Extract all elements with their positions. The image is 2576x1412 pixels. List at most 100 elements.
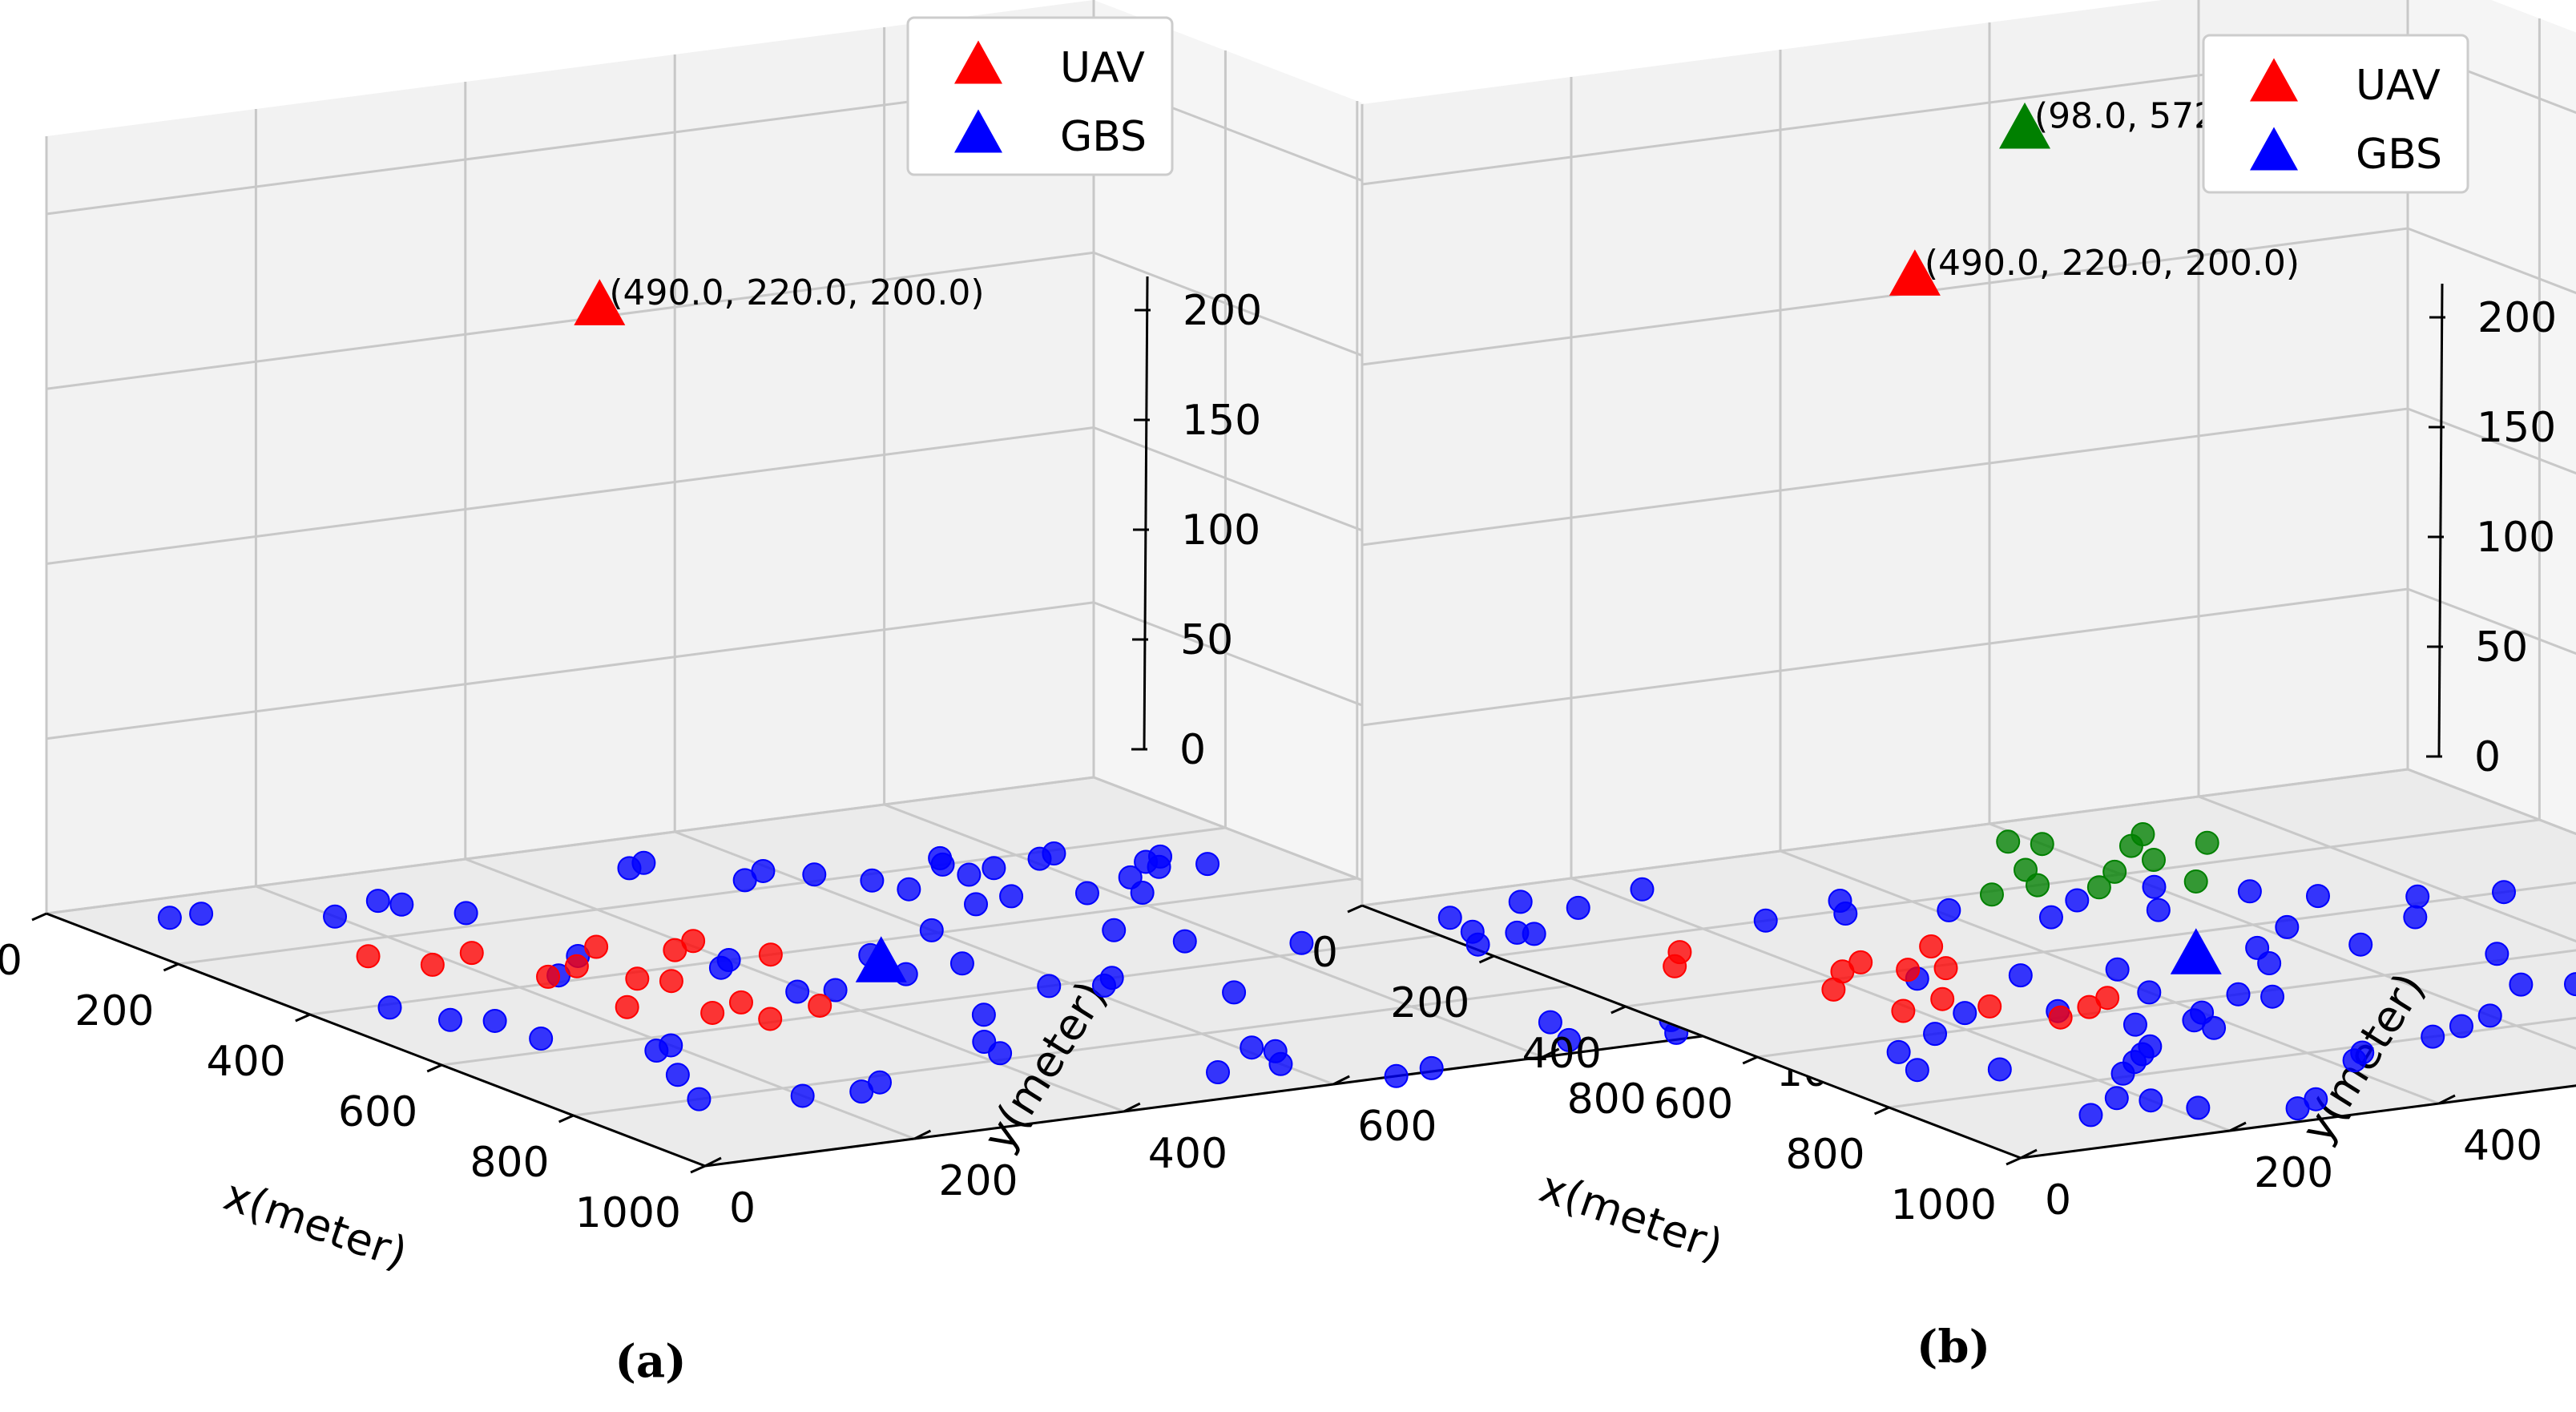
user-point (1821, 977, 1846, 1002)
uav-annotation: (490.0, 220.0, 200.0) (609, 272, 984, 313)
x-axis-line (46, 912, 706, 1168)
user-point (999, 884, 1024, 909)
x-tick-mark (295, 1013, 311, 1023)
uav-marker (1889, 249, 1941, 296)
y-tick-label: 400 (1148, 1130, 1228, 1178)
user-point (529, 1027, 554, 1051)
user-point (2342, 1048, 2367, 1073)
y-tick-label: 400 (2463, 1122, 2542, 1170)
user-point (584, 934, 609, 959)
left-pane (46, 0, 1094, 914)
user-point (1979, 882, 2004, 907)
x-tick-label: 200 (75, 987, 154, 1035)
left-pane (1362, 0, 2408, 906)
user-point (2141, 848, 2166, 873)
x-tick-label: 800 (1785, 1131, 1864, 1179)
z-tick-label: 150 (2477, 404, 2556, 452)
user-point (1091, 973, 1116, 998)
user-point (2275, 914, 2300, 939)
panel-caption: (a) (615, 1335, 686, 1388)
y-tick-label: 0 (2045, 1176, 2071, 1224)
user-point (2237, 879, 2262, 904)
user-point (1147, 854, 1171, 879)
user-point (482, 1008, 507, 1033)
user-point (323, 904, 348, 929)
user-point (2102, 859, 2127, 884)
user-point (2449, 1014, 2473, 1039)
user-point (2485, 942, 2509, 966)
user-point (617, 856, 642, 881)
user-point (1027, 846, 1052, 871)
back-pane (2408, 0, 2576, 834)
user-point (2142, 874, 2167, 899)
user-point (459, 941, 484, 966)
x-tick-mark (690, 1164, 706, 1174)
user-point (1222, 980, 1247, 1005)
x-tick-mark (1478, 954, 1495, 964)
user-point (860, 868, 885, 893)
user-point (849, 1079, 874, 1104)
grid-line-y (2198, 795, 2576, 943)
user-point (1663, 954, 1687, 978)
user-point (1896, 958, 1921, 982)
user-point (957, 862, 982, 887)
z-tick-label: 100 (2476, 514, 2555, 562)
user-point (1195, 852, 1220, 877)
grid-line-x (309, 877, 1357, 1016)
user-point (823, 978, 848, 1003)
user-point (1833, 902, 1858, 926)
user-point (437, 1007, 462, 1032)
user-point (2026, 873, 2050, 898)
user-point (1923, 1022, 1948, 1047)
user-point (1419, 1055, 1444, 1080)
y-tick-mark (913, 1129, 932, 1140)
user-point (1268, 1051, 1293, 1076)
x-tick-label: 1000 (1891, 1181, 1997, 1229)
grid-line-y (674, 830, 1334, 1086)
y-tick-label: 200 (2254, 1149, 2333, 1197)
user-point (1987, 1057, 2012, 1082)
user-point (625, 966, 650, 991)
x-tick-mark (2006, 1156, 2022, 1166)
user-point (1753, 908, 1778, 933)
user-point (919, 918, 944, 942)
user-point (1566, 895, 1590, 920)
x-tick-mark (1873, 1106, 1890, 1115)
y-tick-label: 0 (729, 1184, 756, 1232)
user-point (2104, 1086, 2129, 1111)
x-tick-mark (31, 912, 47, 922)
uav-marker (1999, 102, 2051, 149)
x-tick-label: 400 (1522, 1030, 1602, 1078)
grid-line-z (1361, 587, 2576, 727)
user-point (1996, 829, 2021, 854)
user-point (687, 1087, 712, 1111)
z-tick-label: 200 (1183, 287, 1262, 335)
user-point (2202, 1015, 2227, 1040)
user-point (2038, 905, 2063, 930)
user-point (1557, 1027, 1582, 1052)
user-point (2186, 1095, 2211, 1120)
x-tick-label: 800 (470, 1139, 549, 1187)
user-point (2564, 972, 2576, 997)
user-point (2348, 932, 2373, 957)
grid-line-x (1889, 1016, 2576, 1109)
user-point (189, 902, 214, 926)
user-point (2260, 984, 2285, 1009)
z-tick-label: 0 (1179, 726, 1206, 774)
user-point (2146, 898, 2171, 922)
user-point (2078, 1103, 2103, 1128)
y-tick-label: 600 (1357, 1103, 1437, 1151)
gbs-marker (2170, 928, 2222, 974)
z-tick-label: 200 (2477, 294, 2557, 342)
user-point (2077, 994, 2102, 1019)
panel-caption: (b) (1917, 1321, 1990, 1374)
user-point (1522, 922, 1546, 946)
legend-label: GBS (2356, 131, 2442, 179)
y-tick-label: 800 (1567, 1075, 1647, 1124)
y-tick-mark (1332, 1075, 1350, 1086)
grid-line-z (1361, 768, 2576, 907)
user-point (365, 889, 390, 914)
user-point (1465, 932, 1490, 957)
y-axis-line (704, 1028, 1753, 1168)
x-tick-label: 400 (207, 1038, 286, 1086)
